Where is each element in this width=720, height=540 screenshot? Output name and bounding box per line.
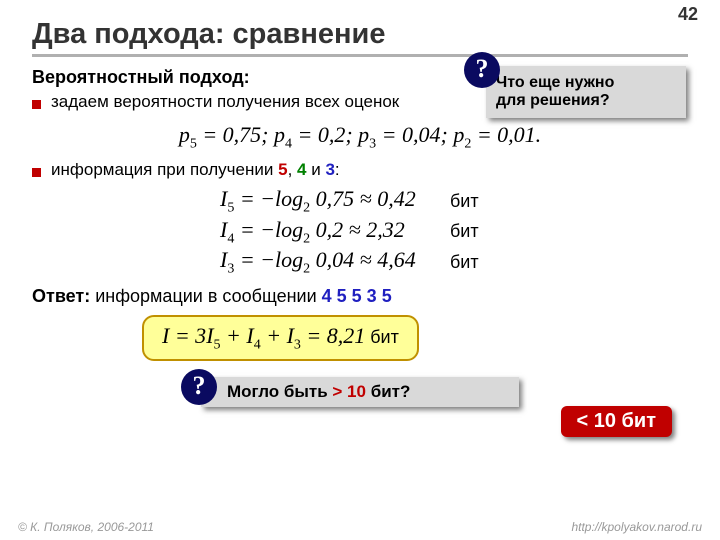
question-icon: ? — [181, 369, 217, 405]
bottom-question-callout: ? Могло быть > 10 бит? — [201, 377, 519, 407]
total-formula-box: I = 3I5 + I4 + I3 = 8,21 бит — [142, 315, 419, 361]
slide-title: Два подхода: сравнение — [32, 18, 688, 57]
page-number: 42 — [678, 4, 698, 25]
bullet-1-text: задаем вероятности получения всех оценок — [51, 92, 399, 112]
probability-formula: p5 = 0,75; p4 = 0,2; p3 = 0,04; p2 = 0,0… — [32, 122, 688, 152]
answer-line: Ответ: информации в сообщении 4 5 5 3 5 — [32, 286, 688, 307]
less-than-10-pill: < 10 бит — [561, 406, 672, 437]
info-row-5: I5 = −log2 0,75 ≈ 0,42 бит — [32, 186, 688, 216]
footer-copyright: © К. Поляков, 2006-2011 — [18, 520, 154, 534]
hint-callout: ? Что еще нужно для решения? — [486, 66, 686, 118]
info-row-3: I3 = −log2 0,04 ≈ 4,64 бит — [32, 247, 688, 277]
bullet-2-text: информация при получении 5, 4 и 3: — [51, 160, 340, 180]
footer-url: http://kpolyakov.narod.ru — [571, 520, 702, 534]
slide-footer: © К. Поляков, 2006-2011 http://kpolyakov… — [18, 520, 702, 534]
bullet-icon — [32, 100, 41, 109]
question-icon: ? — [464, 52, 500, 88]
info-row-4: I4 = −log2 0,2 ≈ 2,32 бит — [32, 217, 688, 247]
hint-line2: для решения? — [496, 92, 676, 110]
info-formulas: I5 = −log2 0,75 ≈ 0,42 бит I4 = −log2 0,… — [32, 186, 688, 277]
bullet-icon — [32, 168, 41, 177]
bullet-2: информация при получении 5, 4 и 3: — [32, 160, 688, 180]
hint-line1: Что еще нужно — [496, 74, 676, 92]
